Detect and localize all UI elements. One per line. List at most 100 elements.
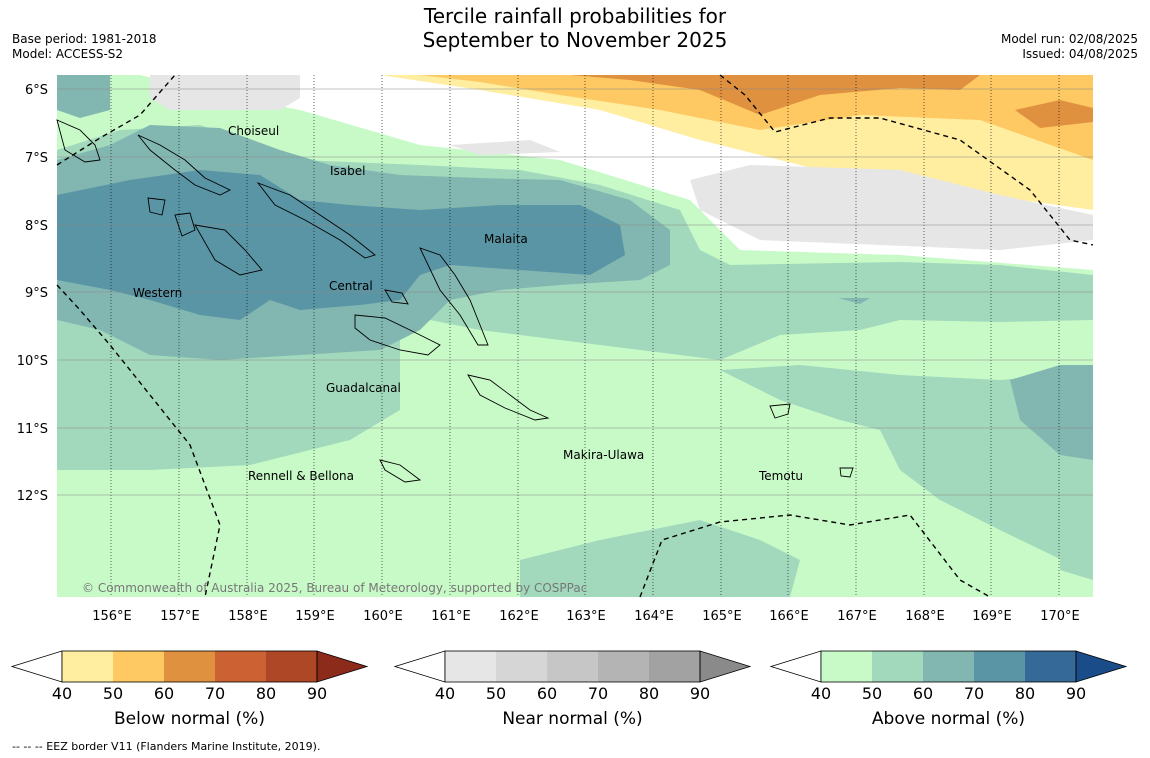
colorbar-frame [820,650,1077,683]
colorbar-tick-label: 60 [154,684,174,703]
chart-title: Tercile rainfall probabilities for Septe… [0,4,1150,52]
colorbar-tick-label: 60 [913,684,933,703]
colorbar: 40 50 60 70 80 90 [393,650,752,703]
province-label: Guadalcanal [326,381,401,395]
lon-label: 165°E [702,609,742,624]
lon-label: 163°E [566,609,606,624]
colorbar-frame [61,650,318,683]
probability-field [57,75,1093,597]
title-line-2: September to November 2025 [422,28,728,52]
lon-label: 156°E [92,609,132,624]
model-name: Model: ACCESS-S2 [12,47,124,61]
lon-axis: 156°E 157°E 158°E 159°E 160°E 161°E 162°… [92,609,1080,624]
colorbar-max-extension [699,650,752,683]
colorbar-segment [496,651,547,682]
province-label: Temotu [758,469,803,483]
colorbar-tick-label: 40 [52,684,72,703]
colorbar-segment [649,651,700,682]
province-label: Isabel [330,164,365,178]
colorbar-max-extension [316,650,369,683]
eez-footnote: -- -- -- EEZ border V11 (Flanders Marine… [12,740,321,753]
colorbar-tick-label: 50 [486,684,506,703]
colorbar-tick-label: 90 [307,684,327,703]
colorbars: 40 50 60 70 80 90 40 50 60 70 80 90 40 50 60 70 80 90 [10,650,1128,703]
province-label: Central [329,279,373,293]
lat-label: 12°S [17,489,48,504]
lon-label: 160°E [363,609,403,624]
colorbar-tick-label: 40 [811,684,831,703]
lon-label: 157°E [160,609,200,624]
meta-right: Model run: 02/08/2025 Issued: 04/08/2025 [1001,32,1138,62]
colorbar-label-above: Above normal (%) [871,709,1026,729]
lat-label: 8°S [25,219,48,234]
lat-label: 11°S [17,422,48,437]
colorbar-segment [547,651,598,682]
issued-date: Issued: 04/08/2025 [1022,47,1138,61]
colorbar-tick-label: 80 [256,684,276,703]
colorbar-min-extension [393,650,446,683]
colorbar-tick-label: 80 [639,684,659,703]
colorbar-max-extension [1075,650,1128,683]
colorbar-label-near: Near normal (%) [502,709,643,729]
colorbar-tick-label: 50 [103,684,123,703]
colorbar-tick-label: 90 [690,684,710,703]
colorbar-segment [872,651,923,682]
lat-label: 10°S [17,354,48,369]
colorbar-segment [445,651,496,682]
lat-label: 6°S [25,83,48,98]
colorbar-tick-label: 90 [1066,684,1086,703]
colorbar-tick-label: 80 [1015,684,1035,703]
colorbar-segment [923,651,974,682]
lon-label: 166°E [769,609,809,624]
coastlines [56,119,854,483]
province-labels: Choiseul Isabel Malaita Western Central … [133,124,803,483]
colorbar: 40 50 60 70 80 90 [769,650,1128,703]
colorbar-segment [62,651,113,682]
lon-label: 167°E [837,609,877,624]
lon-label: 159°E [295,609,335,624]
meta-left: Base period: 1981-2018 Model: ACCESS-S2 [12,32,157,62]
colorbar-tick-label: 60 [537,684,557,703]
colorbar-tick-label: 40 [435,684,455,703]
province-label: Western [133,286,182,300]
province-label: Malaita [484,232,528,246]
base-period: Base period: 1981-2018 [12,32,157,46]
colorbar-segment [1025,651,1076,682]
lat-label: 9°S [25,286,48,301]
lat-label: 7°S [25,151,48,166]
lon-label: 168°E [905,609,945,624]
lon-label: 161°E [431,609,471,624]
colorbar-tick-label: 70 [588,684,608,703]
graticule [110,75,1060,597]
colorbar-label-below: Below normal (%) [114,709,265,729]
eez-border [56,74,1094,598]
colorbar: 40 50 60 70 80 90 [10,650,369,703]
colorbar-tick-label: 70 [964,684,984,703]
lon-label: 158°E [228,609,268,624]
lat-axis: 6°S 7°S 8°S 9°S 10°S 11°S 12°S [17,83,48,504]
colorbar-segment [113,651,164,682]
colorbar-frame [444,650,701,683]
lon-label: 170°E [1040,609,1080,624]
province-label: Choiseul [228,124,279,138]
colorbar-min-extension [10,650,63,683]
colorbar-segment [974,651,1025,682]
colorbar-tick-label: 50 [862,684,882,703]
province-label: Rennell & Bellona [248,469,354,483]
province-label: Makira-Ulawa [563,448,644,462]
colorbar-segment [164,651,215,682]
colorbar-min-extension [769,650,822,683]
colorbar-segment [598,651,649,682]
lon-label: 162°E [499,609,539,624]
colorbar-segment [215,651,266,682]
colorbar-tick-label: 70 [205,684,225,703]
copyright: © Commonwealth of Australia 2025, Bureau… [82,581,587,595]
lon-label: 164°E [634,609,674,624]
lat-gridlines [57,88,1093,496]
title-line-1: Tercile rainfall probabilities for [423,4,727,28]
model-run: Model run: 02/08/2025 [1000,32,1138,46]
colorbar-segment [821,651,872,682]
lon-label: 169°E [972,609,1012,624]
colorbar-segment [266,651,317,682]
